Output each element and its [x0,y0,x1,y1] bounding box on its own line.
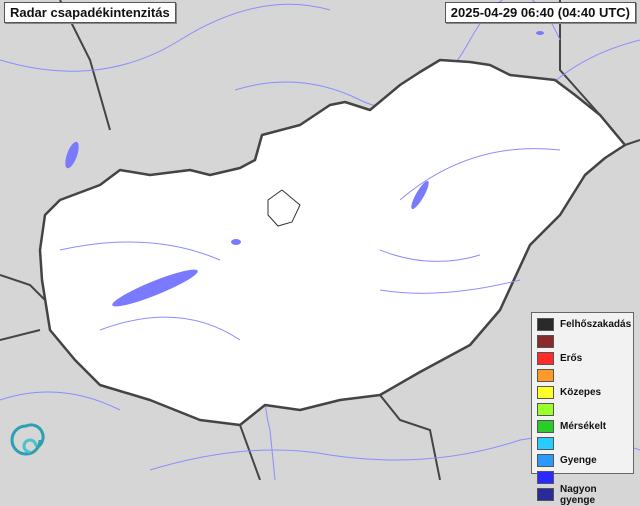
legend-swatch [537,471,554,484]
legend-label: Erős [560,353,583,364]
timestamp: 2025-04-29 06:40 (04:40 UTC) [444,2,636,23]
interior-rivers [59,148,561,341]
legend-swatch [537,335,554,348]
legend-label: Gyenge [560,455,597,466]
legend-swatch [537,403,554,416]
legend-item: Mérsékelt [537,418,633,435]
legend-swatch [537,420,554,433]
lakes [65,31,544,307]
legend-label: Közepes [560,387,602,398]
legend-swatch [537,437,554,450]
omsz-spiral-logo [10,423,45,456]
legend-item: Felhőszakadás [537,316,633,333]
legend-swatch [537,318,554,331]
map-title: Radar csapadékintenzitás [4,2,176,23]
neighbor-borders [0,0,640,480]
legend-swatch [537,488,554,501]
legend-label: Felhőszakadás [560,319,632,330]
legend-item [537,367,633,384]
legend-item: Erős [537,350,633,367]
legend-label: Nagyon gyenge [560,483,597,506]
legend-swatch [537,454,554,467]
legend-item: Gyenge [537,452,633,469]
budapest-outline [267,189,301,227]
legend-item: Közepes [537,384,633,401]
legend-swatch [537,386,554,399]
legend-item [537,401,633,418]
legend-swatch [537,352,554,365]
legend-item [537,435,633,452]
legend-item: Nagyon gyenge [537,483,633,506]
legend-swatch [537,369,554,382]
hungary-country-area [38,58,627,427]
legend-item [537,333,633,350]
legend-label: Mérsékelt [560,421,607,432]
precipitation-legend: Felhőszakadás Erős Közepes Mérsékelt Gyenge N… [531,312,634,506]
